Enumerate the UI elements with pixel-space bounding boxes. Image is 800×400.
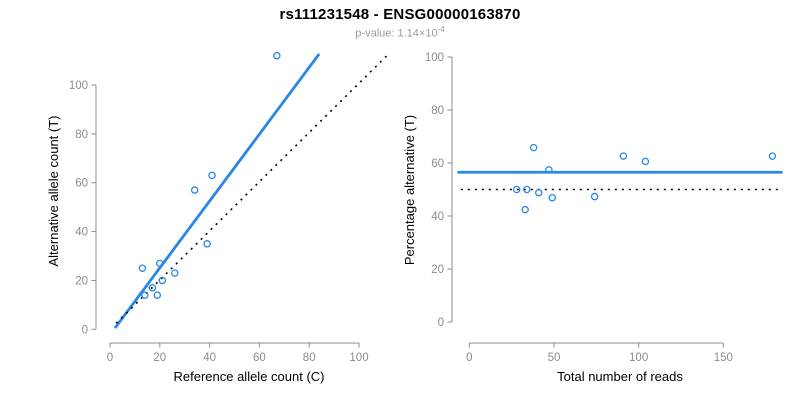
right-data-point <box>529 143 538 152</box>
right-data-point <box>548 193 557 202</box>
right-data-point <box>523 185 531 194</box>
right-data-point <box>590 192 599 201</box>
right-x-tick-label: 150 <box>714 352 733 364</box>
left-y-tick-label: 40 <box>75 227 88 239</box>
right-y-tick-label: 60 <box>431 158 444 170</box>
right-x-tick-label: 100 <box>629 352 648 364</box>
left-data-point <box>138 264 147 272</box>
left-y-tick-label: 20 <box>75 275 88 287</box>
left-x-axis-title: Reference allele count (C) <box>173 369 325 384</box>
left-data-point <box>208 171 216 180</box>
p-value-exponent: -4 <box>437 25 445 34</box>
left-x-tick-label: 100 <box>349 352 368 364</box>
right-data-point <box>521 205 529 214</box>
left-data-point <box>148 284 157 292</box>
left-x-tick-label: 80 <box>303 352 316 364</box>
p-value-subtitle: p-value: 1.14×10-4 <box>0 25 800 40</box>
plot-title: rs111231548 - ENSG00000163870 <box>279 6 521 23</box>
left-x-tick-label: 60 <box>253 352 266 364</box>
right-data-point <box>545 166 553 174</box>
right-y-tick-label: 40 <box>431 211 444 223</box>
left-y-tick-label: 60 <box>75 178 88 190</box>
right-data-point <box>641 157 650 166</box>
right-data-point <box>619 152 628 160</box>
left-data-point <box>203 240 211 248</box>
left-y-tick-label: 80 <box>75 129 88 141</box>
left-identity-line <box>115 54 389 324</box>
left-x-tick-label: 40 <box>203 352 216 364</box>
right-data-point <box>512 185 521 194</box>
left-data-point <box>158 276 167 285</box>
left-y-tick-label: 0 <box>82 324 88 336</box>
p-value-text: p-value: 1.14×10 <box>355 27 438 40</box>
left-data-point <box>273 51 281 60</box>
right-y-axis-title: Percentage alternative (T) <box>402 114 417 266</box>
left-y-tick-label: 100 <box>69 80 88 92</box>
left-data-point <box>170 269 179 277</box>
right-y-tick-label: 0 <box>438 317 444 329</box>
left-x-tick-label: 20 <box>153 352 166 364</box>
right-data-point <box>534 188 543 197</box>
right-y-tick-label: 20 <box>431 264 444 276</box>
left-fit-line <box>113 53 321 329</box>
left-data-point <box>156 259 164 268</box>
right-x-axis-title: Total number of reads <box>557 369 683 384</box>
right-y-tick-label: 80 <box>431 105 444 117</box>
right-y-tick-label: 100 <box>425 52 444 64</box>
right-data-point <box>768 152 777 160</box>
left-x-tick-label: 0 <box>107 352 113 364</box>
left-y-axis-title: Alternative allele count (T) <box>46 115 61 267</box>
left-data-point <box>190 186 199 194</box>
right-x-tick-label: 50 <box>548 352 561 364</box>
left-data-point <box>153 291 162 299</box>
left-data-point <box>141 291 149 299</box>
right-x-tick-label: 0 <box>466 352 472 364</box>
